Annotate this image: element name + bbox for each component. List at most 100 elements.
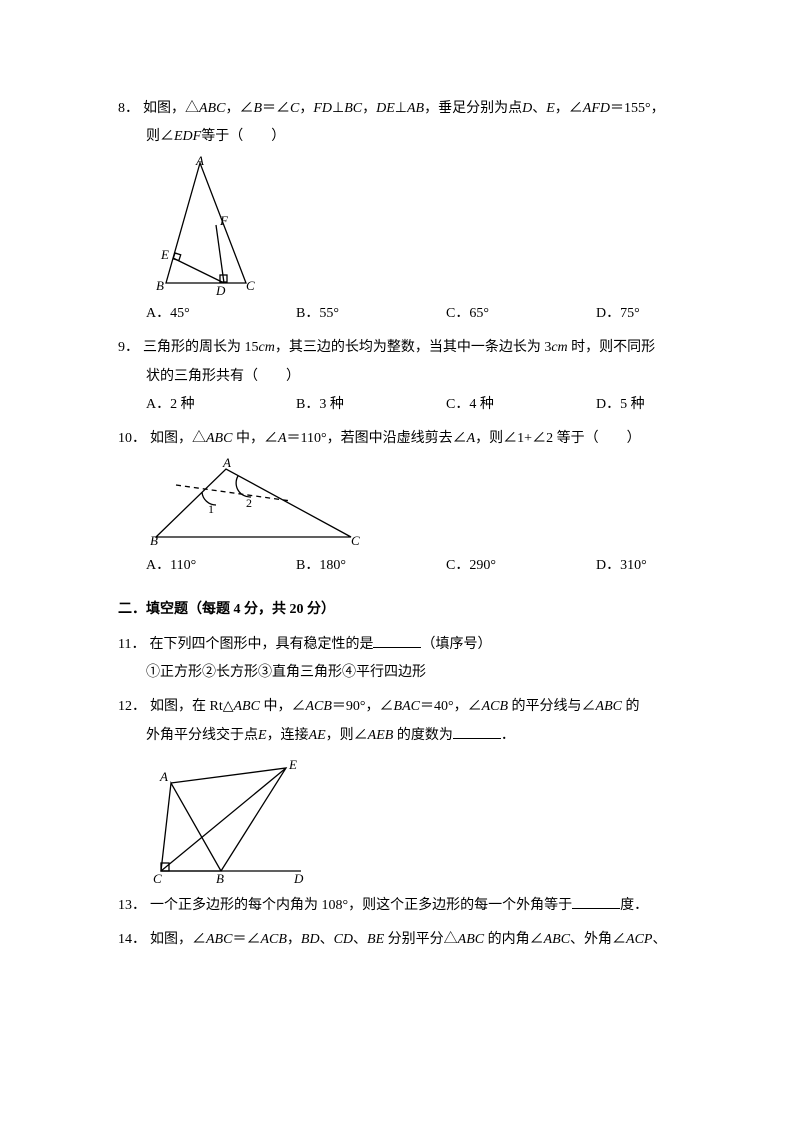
q14-line1: 14． 如图，∠ABC＝∠ACB，BD、CD、BE 分别平分△ABC 的内角∠A… [118,929,694,951]
q13-line1: 13． 一个正多边形的每个内角为 108°，则这个正多边形的每一个外角等于度． [118,895,694,917]
q8-line1: 8． 如图，△ABC，∠B＝∠C，FD⊥BC，DE⊥AB，垂足分别为点D、E，∠… [118,98,694,120]
question-10: 10． 如图，△ABC 中，∠A＝110°，若图中沿虚线剪去∠A，则∠1+∠2 … [118,428,694,577]
q10-optD: D．310° [596,555,647,577]
q10-optB: B．180° [296,555,446,577]
q12-figure: A B C D E [118,753,694,883]
acp: ACP [626,932,652,947]
lblB: B [156,278,164,293]
q12-line2: 外角平分线交于点E，连接AE，则∠AEB 的度数为． [118,725,694,747]
t: 则∠ [146,129,174,144]
fd: FD [313,101,332,116]
t: ⊥ [395,101,407,116]
lblA: A [195,155,204,168]
q9-line1: 9． 三角形的周长为 15cm，其三边的长均为整数，当其中一条边长为 3cm 时… [118,337,694,359]
blank [373,634,421,648]
bac: BAC [394,699,420,714]
q10-text: 如图，△ABC 中，∠A＝110°，若图中沿虚线剪去∠A，则∠1+∠2 等于（ … [150,428,641,450]
cd: CD [334,932,353,947]
q9-optD: D．5 种 [596,394,645,416]
t: 的 [622,699,640,714]
q8-text: 如图，△ABC，∠B＝∠C，FD⊥BC，DE⊥AB，垂足分别为点D、E，∠AFD… [143,98,665,120]
question-11: 11． 在下列四个图形中，具有稳定性的是（填序号） ①正方形②长方形③直角三角形… [118,634,694,685]
q8-figure: A B C D E F [118,155,694,295]
q13-text: 一个正多边形的每个内角为 108°，则这个正多边形的每一个外角等于度． [150,895,648,917]
t: （填序号） [421,637,491,652]
edf: EDF [174,129,201,144]
cm: cm [551,340,567,355]
lblA: A [222,457,231,470]
question-12: 12． 如图，在 Rt△ABC 中，∠ACB＝90°，∠BAC＝40°，∠ACB… [118,696,694,883]
de: DE [376,101,395,116]
a: A [467,431,476,446]
t: ＝90°，∠ [332,699,394,714]
question-13: 13． 一个正多边形的每个内角为 108°，则这个正多边形的每一个外角等于度． [118,895,694,917]
q14-text: 如图，∠ABC＝∠ACB，BD、CD、BE 分别平分△ABC 的内角∠ABC、外… [150,929,667,951]
q10-line1: 10． 如图，△ABC 中，∠A＝110°，若图中沿虚线剪去∠A，则∠1+∠2 … [118,428,694,450]
lblC: C [351,533,360,547]
t: ＝∠ [232,932,260,947]
lblF: F [219,213,229,228]
t: ，∠ [225,101,253,116]
bc: BC [344,101,362,116]
abc2: ABC [596,699,622,714]
q10-options: A．110° B．180° C．290° D．310° [118,555,694,577]
t: ， [299,101,313,116]
t: ． [501,728,515,743]
lblA: A [159,769,168,784]
q8-line2: 则∠EDF等于（ ） [118,126,694,148]
bd: BD [301,932,320,947]
t: 外角平分线交于点 [146,728,258,743]
acb: ACB [260,932,286,947]
t: ，垂足分别为点 [424,101,522,116]
question-14: 14． 如图，∠ABC＝∠ACB，BD、CD、BE 分别平分△ABC 的内角∠A… [118,929,694,951]
lblE: E [160,247,169,262]
afd: AFD [583,101,610,116]
lblB: B [216,871,224,883]
q8-num: 8． [118,98,139,120]
t: 如图，△ [150,431,206,446]
lblE: E [288,757,297,772]
b: B [253,101,262,116]
t: 、 [532,101,546,116]
e: E [546,101,555,116]
d: D [522,101,532,116]
q8-optA: A．45° [146,303,296,325]
t: 分别平分△ [384,932,458,947]
t: 度． [620,898,648,913]
q10-optC: C．290° [446,555,596,577]
t: 如图，△ [143,101,199,116]
lblB: B [150,533,158,547]
abc: ABC [206,431,232,446]
q9-text: 三角形的周长为 15cm，其三边的长均为整数，当其中一条边长为 3cm 时，则不… [143,337,655,359]
t: 的度数为 [393,728,453,743]
q9-options: A．2 种 B．3 种 C．4 种 D．5 种 [118,394,694,416]
t: ，其三边的长均为整数，当其中一条边长为 3 [275,340,552,355]
t: 三角形的周长为 15 [143,340,259,355]
lblC: C [246,278,255,293]
abc2: ABC [458,932,484,947]
aeb: AEB [368,728,394,743]
lbl1: 1 [208,502,214,516]
abc: ABC [206,932,232,947]
e: E [258,728,267,743]
q9-line2: 状的三角形共有（ ） [118,366,694,388]
t: 中，∠ [232,431,278,446]
t: 时，则不同形 [568,340,656,355]
t: ， [287,932,301,947]
t: 如图，在 Rt△ [150,699,234,714]
cm: cm [259,340,275,355]
t: 的平分线与∠ [508,699,596,714]
question-8: 8． 如图，△ABC，∠B＝∠C，FD⊥BC，DE⊥AB，垂足分别为点D、E，∠… [118,98,694,325]
q9-optC: C．4 种 [446,394,596,416]
lblD: D [293,871,304,883]
q11-text: 在下列四个图形中，具有稳定性的是（填序号） [149,634,491,656]
t: 如图，∠ [150,932,206,947]
q14-num: 14． [118,929,146,951]
t: ＝155°， [610,101,665,116]
c: C [290,101,299,116]
t: 中，∠ [260,699,306,714]
t: ，∠ [555,101,583,116]
lblD: D [215,283,226,295]
blank [453,725,501,739]
q10-optA: A．110° [146,555,296,577]
